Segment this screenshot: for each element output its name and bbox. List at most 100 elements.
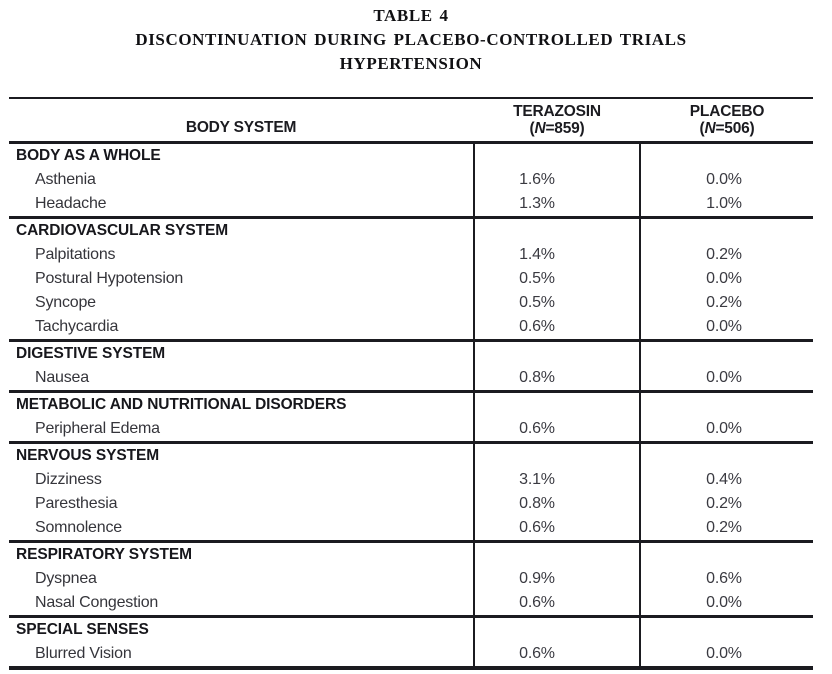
section-header-row: CARDIOVASCULAR SYSTEM — [9, 219, 813, 243]
paren-open: ( — [529, 120, 535, 137]
table-row: Asthenia 1.6% 0.0% — [9, 168, 813, 192]
placebo-cell-empty — [641, 393, 813, 417]
terazosin-header-cell: TERAZOSIN (N=859) — [473, 99, 641, 141]
terazosin-cell-empty — [473, 219, 641, 243]
placebo-cell-empty — [641, 444, 813, 468]
terazosin-header-n: (N=859) — [529, 120, 584, 137]
terazosin-cell-empty — [473, 393, 641, 417]
section-header-row: NERVOUS SYSTEM — [9, 444, 813, 468]
table-row: Blurred Vision 0.6% 0.0% — [9, 642, 813, 666]
placebo-header-cell: PLACEBO (N=506) — [641, 99, 813, 141]
row-label: Syncope — [35, 294, 96, 311]
table-caption: TABLE 4 DISCONTINUATION DURING PLACEBO-C… — [9, 4, 813, 76]
table-row: Paresthesia 0.8% 0.2% — [9, 492, 813, 516]
section-name: RESPIRATORY SYSTEM — [16, 546, 192, 563]
table-row: Somnolence 0.6% 0.2% — [9, 516, 813, 540]
placebo-value: 0.6% — [706, 570, 742, 587]
table-header-row: BODY SYSTEM TERAZOSIN (N=859) PLACEBO (N… — [9, 99, 813, 144]
section-cardiovascular-system: CARDIOVASCULAR SYSTEM Palpitations 1.4% … — [9, 219, 813, 342]
placebo-value: 0.0% — [706, 171, 742, 188]
terazosin-cell-empty — [473, 543, 641, 567]
placebo-header-n: (N=506) — [699, 120, 754, 137]
section-special-senses: SPECIAL SENSES Blurred Vision 0.6% 0.0% — [9, 618, 813, 670]
n-count: =506) — [715, 120, 755, 137]
row-label: Dyspnea — [35, 570, 97, 587]
row-label: Headache — [35, 195, 107, 212]
table-row: Nausea 0.8% 0.0% — [9, 366, 813, 390]
row-label: Asthenia — [35, 171, 96, 188]
row-label: Somnolence — [35, 519, 122, 536]
placebo-value: 0.2% — [706, 246, 742, 263]
terazosin-value: 1.3% — [473, 192, 641, 216]
placebo-value: 0.4% — [706, 471, 742, 488]
terazosin-value: 3.1% — [473, 468, 641, 492]
terazosin-value: 0.8% — [473, 366, 641, 390]
section-header-row: SPECIAL SENSES — [9, 618, 813, 642]
row-label: Peripheral Edema — [35, 420, 160, 437]
table-row: Tachycardia 0.6% 0.0% — [9, 315, 813, 339]
placebo-cell-empty — [641, 342, 813, 366]
row-label: Palpitations — [35, 246, 116, 263]
n-count: =859) — [545, 120, 585, 137]
terazosin-cell-empty — [473, 144, 641, 168]
placebo-value: 0.2% — [706, 519, 742, 536]
n-symbol: N — [534, 120, 546, 137]
body-system-header-cell: BODY SYSTEM — [9, 99, 473, 141]
row-label: Tachycardia — [35, 318, 119, 335]
terazosin-cell-empty — [473, 444, 641, 468]
placebo-cell-empty — [641, 543, 813, 567]
terazosin-cell-empty — [473, 618, 641, 642]
terazosin-value: 0.6% — [473, 315, 641, 339]
paren-open: ( — [699, 120, 705, 137]
section-name: SPECIAL SENSES — [16, 621, 149, 638]
section-header-row: DIGESTIVE SYSTEM — [9, 342, 813, 366]
row-label: Nasal Congestion — [35, 594, 159, 611]
body-system-header-label: BODY SYSTEM — [185, 119, 297, 136]
table-row: Syncope 0.5% 0.2% — [9, 291, 813, 315]
row-label: Postural Hypotension — [35, 270, 184, 287]
table-row: Headache 1.3% 1.0% — [9, 192, 813, 216]
terazosin-value: 1.4% — [473, 243, 641, 267]
section-name: BODY AS A WHOLE — [16, 147, 161, 164]
placebo-cell-empty — [641, 219, 813, 243]
terazosin-header-name: TERAZOSIN — [513, 103, 601, 120]
table-row: Postural Hypotension 0.5% 0.0% — [9, 267, 813, 291]
section-respiratory-system: RESPIRATORY SYSTEM Dyspnea 0.9% 0.6% Nas… — [9, 543, 813, 618]
section-digestive-system: DIGESTIVE SYSTEM Nausea 0.8% 0.0% — [9, 342, 813, 393]
terazosin-value: 0.6% — [473, 642, 641, 666]
n-symbol: N — [704, 120, 716, 137]
terazosin-value: 1.6% — [473, 168, 641, 192]
section-nervous-system: NERVOUS SYSTEM Dizziness 3.1% 0.4% Pares… — [9, 444, 813, 543]
table-row: Nasal Congestion 0.6% 0.0% — [9, 591, 813, 615]
terazosin-value: 0.6% — [473, 516, 641, 540]
table-row: Dizziness 3.1% 0.4% — [9, 468, 813, 492]
section-name: DIGESTIVE SYSTEM — [16, 345, 166, 362]
table-row: Peripheral Edema 0.6% 0.0% — [9, 417, 813, 441]
row-label: Dizziness — [35, 471, 102, 488]
terazosin-value: 0.6% — [473, 417, 641, 441]
placebo-value: 1.0% — [706, 195, 742, 212]
section-header-row: METABOLIC AND NUTRITIONAL DISORDERS — [9, 393, 813, 417]
terazosin-cell-empty — [473, 342, 641, 366]
terazosin-value: 0.5% — [473, 291, 641, 315]
placebo-value: 0.2% — [706, 294, 742, 311]
placebo-value: 0.0% — [706, 594, 742, 611]
row-label: Blurred Vision — [35, 645, 132, 662]
placebo-value: 0.0% — [706, 420, 742, 437]
terazosin-value: 0.5% — [473, 267, 641, 291]
table-row: Palpitations 1.4% 0.2% — [9, 243, 813, 267]
section-header-row: BODY AS A WHOLE — [9, 144, 813, 168]
placebo-value: 0.0% — [706, 318, 742, 335]
placebo-header-name: PLACEBO — [689, 103, 765, 120]
table-row: Dyspnea 0.9% 0.6% — [9, 567, 813, 591]
terazosin-value: 0.8% — [473, 492, 641, 516]
discontinuation-table: BODY SYSTEM TERAZOSIN (N=859) PLACEBO (N… — [9, 97, 813, 670]
placebo-cell-empty — [641, 618, 813, 642]
placebo-value: 0.2% — [706, 495, 742, 512]
section-name: CARDIOVASCULAR SYSTEM — [16, 222, 229, 239]
row-label: Nausea — [35, 369, 89, 386]
table-subtitle: HYPERTENSION — [339, 54, 483, 73]
section-name: NERVOUS SYSTEM — [16, 447, 160, 464]
section-header-row: RESPIRATORY SYSTEM — [9, 543, 813, 567]
